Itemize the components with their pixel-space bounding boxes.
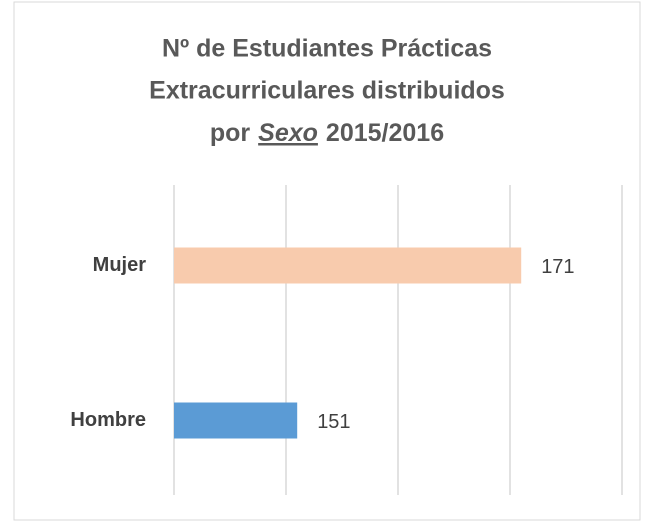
bar: [174, 402, 298, 439]
data-label: 171: [541, 256, 574, 278]
chart-title-part: 2015/2016: [326, 119, 444, 147]
chart-title-line: Nº de Estudiantes Prácticas: [162, 35, 492, 63]
chart-title-part: Sexo: [258, 119, 318, 147]
bar: [174, 247, 522, 284]
data-label: 151: [317, 411, 350, 433]
chart-title-line: Extracurriculares distribuidos: [149, 77, 505, 105]
y-tick-label: Hombre: [70, 409, 146, 431]
y-tick-label: Mujer: [93, 254, 147, 276]
chart-title-part: por: [210, 119, 251, 147]
chart-title-line: por Sexo 2015/2016: [210, 119, 444, 147]
